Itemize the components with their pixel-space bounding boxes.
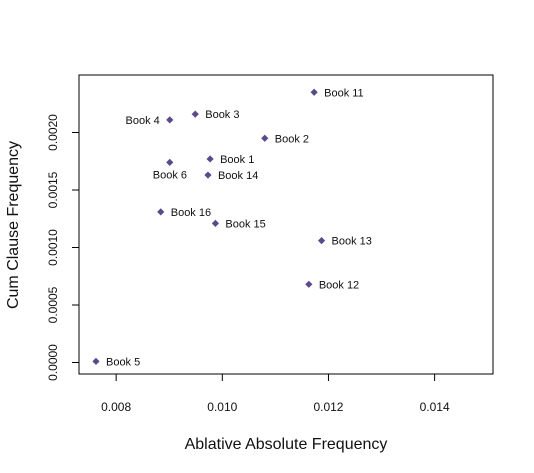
data-points: Book 1 Book 2 Book 3 Book 4 Book 5 Book 6 Book… bbox=[92, 87, 372, 368]
point-label: Book 13 bbox=[332, 236, 372, 248]
y-tick-label: 0.0005 bbox=[46, 286, 60, 323]
point-label: Book 4 bbox=[126, 115, 160, 127]
x-tick-label: 0.008 bbox=[101, 400, 131, 414]
x-axis: 0.008 0.010 0.012 0.014 bbox=[101, 373, 450, 414]
x-axis-title: Ablative Absolute Frequency bbox=[185, 436, 388, 453]
y-axis-title: Cum Clause Frequency bbox=[5, 141, 22, 309]
data-point bbox=[206, 155, 214, 163]
data-point bbox=[261, 134, 269, 142]
point-label: Book 14 bbox=[218, 170, 258, 182]
point-label: Book 15 bbox=[225, 218, 265, 230]
data-point bbox=[166, 116, 174, 124]
data-point bbox=[305, 280, 313, 288]
data-point bbox=[204, 171, 212, 179]
data-point bbox=[211, 219, 220, 227]
data-point bbox=[166, 158, 174, 166]
y-tick-label: 0.0010 bbox=[46, 229, 60, 266]
point-label: Book 1 bbox=[220, 154, 254, 166]
x-tick-label: 0.010 bbox=[207, 400, 237, 414]
point-label: Book 11 bbox=[324, 87, 364, 99]
point-label: Book 3 bbox=[205, 109, 239, 121]
data-point bbox=[157, 208, 165, 216]
point-label: Book 5 bbox=[106, 356, 140, 368]
point-label: Book 2 bbox=[275, 133, 309, 145]
data-point bbox=[191, 110, 199, 118]
point-label: Book 6 bbox=[153, 169, 187, 181]
y-tick-label: 0.0000 bbox=[46, 344, 60, 381]
data-point bbox=[317, 237, 326, 245]
point-label: Book 12 bbox=[319, 279, 359, 291]
data-point bbox=[92, 357, 100, 365]
y-axis: 0.0000 0.0005 0.0010 0.0015 0.0020 bbox=[46, 114, 80, 381]
data-point bbox=[310, 88, 318, 96]
point-label: Book 16 bbox=[171, 207, 211, 219]
y-tick-label: 0.0015 bbox=[46, 171, 60, 208]
x-tick-label: 0.012 bbox=[313, 400, 343, 414]
x-tick-label: 0.014 bbox=[420, 400, 450, 414]
y-tick-label: 0.0020 bbox=[46, 114, 60, 151]
